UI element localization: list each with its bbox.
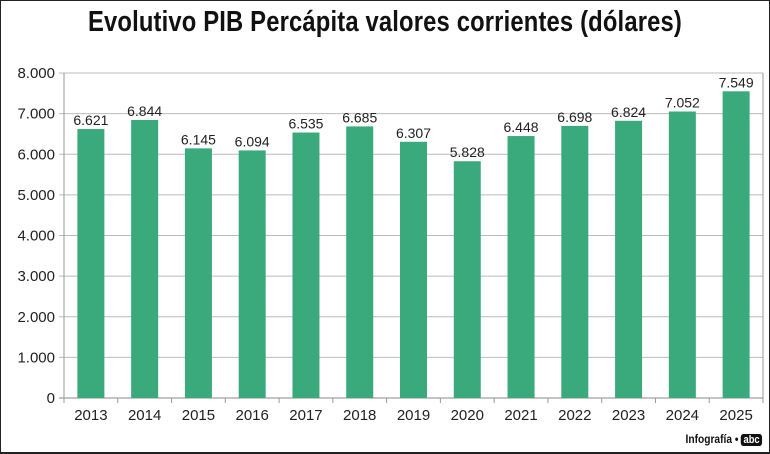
credit-text: Infografía • — [685, 432, 739, 446]
data-label: 7.052 — [665, 95, 700, 111]
bar — [77, 129, 105, 398]
x-tick-label: 2017 — [289, 407, 322, 424]
credit: Infografía • abc — [685, 432, 762, 446]
data-label: 5.828 — [450, 144, 485, 160]
data-label: 7.549 — [719, 74, 754, 90]
y-tick-label: 5.000 — [17, 187, 55, 204]
x-tick-label: 2016 — [236, 407, 269, 424]
y-tick-label: 8.000 — [17, 65, 55, 82]
abc-logo: abc — [740, 434, 762, 446]
bar — [615, 120, 643, 399]
y-tick-label: 1.000 — [17, 349, 55, 366]
x-tick-label: 2015 — [182, 407, 215, 424]
bar — [292, 132, 320, 398]
bar — [184, 148, 212, 398]
data-label: 6.307 — [396, 125, 431, 141]
y-tick-label: 7.000 — [17, 106, 55, 123]
y-tick-label: 6.000 — [17, 146, 55, 163]
bar — [400, 141, 427, 398]
bar — [507, 136, 535, 399]
x-tick-label: 2021 — [504, 407, 537, 424]
x-tick-label: 2014 — [128, 407, 161, 424]
y-tick-label: 3.000 — [17, 268, 55, 285]
bar — [561, 125, 589, 399]
x-tick-label: 2024 — [666, 407, 699, 424]
data-label: 6.698 — [557, 109, 592, 125]
y-tick-label: 2.000 — [17, 309, 55, 326]
bar — [131, 119, 159, 399]
x-tick-label: 2023 — [612, 407, 645, 424]
bar — [238, 150, 266, 398]
data-label: 6.535 — [288, 116, 323, 132]
data-label: 6.094 — [235, 133, 270, 149]
data-label: 6.448 — [504, 119, 539, 135]
data-label: 6.685 — [342, 109, 377, 125]
bar — [668, 111, 696, 398]
bar — [722, 91, 750, 399]
x-tick-label: 2022 — [558, 407, 591, 424]
x-tick-label: 2020 — [451, 407, 484, 424]
y-tick-label: 0 — [47, 390, 55, 407]
x-tick-label: 2025 — [719, 407, 752, 424]
bar — [453, 161, 481, 398]
y-tick-label: 4.000 — [17, 228, 55, 245]
x-tick-label: 2013 — [74, 407, 107, 424]
data-label: 6.844 — [127, 103, 162, 119]
x-tick-label: 2019 — [397, 407, 430, 424]
x-tick-label: 2018 — [343, 407, 376, 424]
bar — [346, 126, 374, 398]
data-label: 6.145 — [181, 131, 216, 147]
data-label: 6.621 — [73, 112, 108, 128]
chart-title: Evolutivo PIB Percápita valores corrient… — [87, 6, 682, 38]
data-label: 6.824 — [611, 104, 646, 120]
